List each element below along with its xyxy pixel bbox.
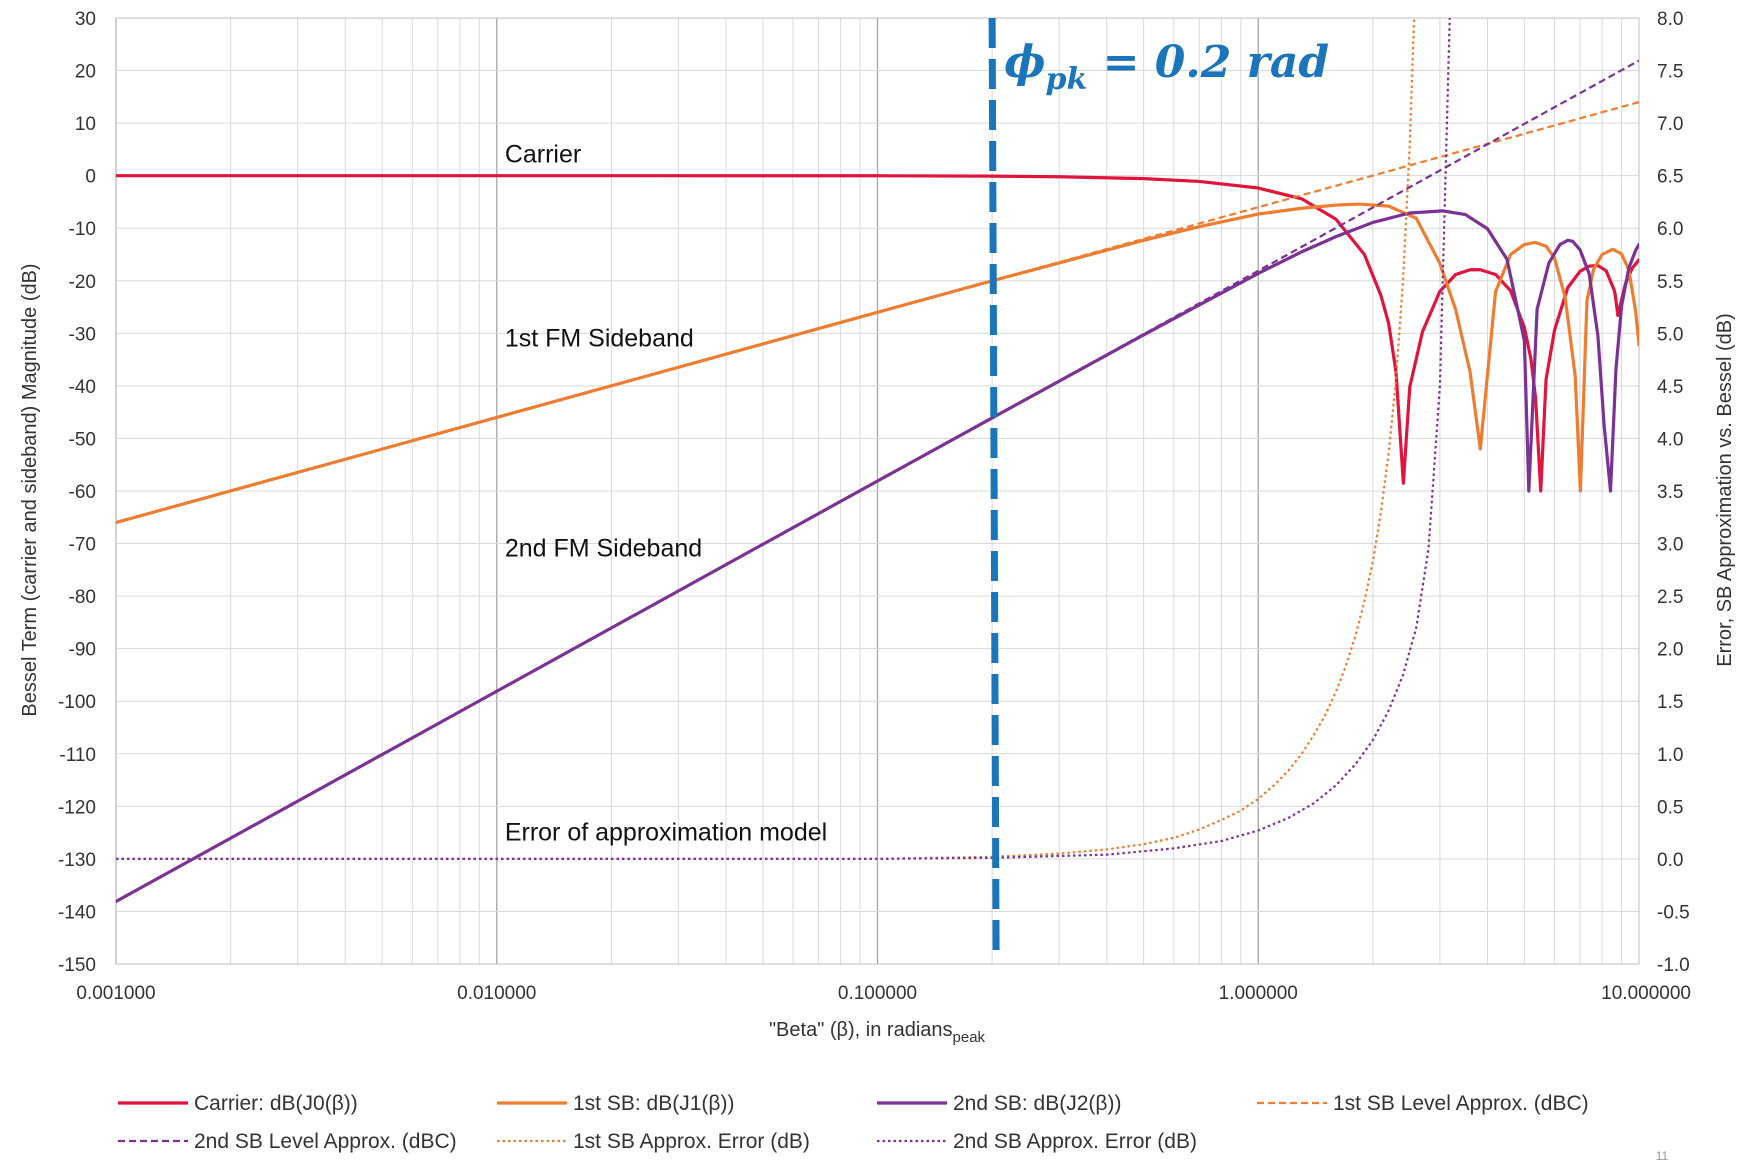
curve-annotation: Error of approximation model <box>505 818 827 846</box>
legend-item: 1st SB Level Approx. (dBC) <box>1257 1092 1589 1115</box>
curve-annotations: Carrier 1st FM Sideband 2nd FM Sideband Err… <box>505 141 827 847</box>
x-axis: 0.001000 0.010000 0.100000 1.000000 10.00000… <box>76 983 1691 1004</box>
x-tick-label: 0.001000 <box>76 983 155 1004</box>
left-y-tick-label: -20 <box>69 272 96 293</box>
series-layer <box>116 18 1639 904</box>
right-y-tick-label: 6.0 <box>1657 219 1683 240</box>
legend-item: 2nd SB Approx. Error (dB) <box>877 1130 1197 1153</box>
right-y-tick-label: 2.5 <box>1657 587 1683 608</box>
legend-item: Carrier: dB(J0(β)) <box>118 1092 358 1115</box>
curve-annotation: 2nd FM Sideband <box>505 535 702 563</box>
left-y-tick-label: -90 <box>69 640 96 661</box>
left-y-tick-label: -140 <box>58 902 96 923</box>
left-y-tick-label: 10 <box>75 114 96 135</box>
series-line-5 <box>116 59 1639 903</box>
left-y-axis-title: Bessel Term (carrier and sideband) Magni… <box>19 263 41 716</box>
curve-annotation: 1st FM Sideband <box>505 324 694 352</box>
right-y-tick-label: 0.5 <box>1657 797 1683 818</box>
x-axis-title-sub: peak <box>953 1029 986 1046</box>
plot-frame <box>115 17 1640 965</box>
left-y-tick-label: 0 <box>85 167 96 188</box>
legend-item: 1st SB: dB(J1(β)) <box>497 1092 734 1115</box>
left-y-tick-label: 20 <box>75 62 96 83</box>
left-y-tick-label: -110 <box>59 745 96 766</box>
left-y-tick-label: -100 <box>58 692 96 713</box>
legend-item: 2nd SB Level Approx. (dBC) <box>118 1130 457 1153</box>
left-y-tick-label: -30 <box>69 324 96 345</box>
right-y-tick-label: -0.5 <box>1657 902 1690 923</box>
phi-marker-subscript: pk <box>1046 62 1088 97</box>
right-y-tick-label: 7.5 <box>1657 62 1683 83</box>
left-y-tick-label: -130 <box>58 850 96 871</box>
legend-label: 2nd SB: dB(J2(β)) <box>953 1092 1121 1115</box>
left-y-tick-label: -80 <box>69 587 96 608</box>
right-y-tick-label: 6.5 <box>1657 167 1683 188</box>
x-axis-title-main: "Beta" (β), in radians <box>769 1019 953 1041</box>
x-tick-label: 0.010000 <box>457 983 536 1004</box>
left-y-tick-label: -40 <box>69 377 96 398</box>
right-y-tick-label: 4.0 <box>1657 429 1683 450</box>
legend-label: 1st SB: dB(J1(β)) <box>573 1092 734 1115</box>
legend-label: Carrier: dB(J0(β)) <box>194 1092 358 1115</box>
left-y-tick-label: -50 <box>69 429 96 450</box>
right-y-tick-label: -1.0 <box>1657 955 1690 976</box>
x-tick-label: 0.100000 <box>838 983 917 1004</box>
grid-lines <box>115 17 1639 965</box>
left-y-tick-label: -70 <box>69 535 96 556</box>
right-y-tick-label: 3.5 <box>1657 482 1683 503</box>
legend-label: 2nd SB Approx. Error (dB) <box>953 1130 1197 1153</box>
series-line-6 <box>116 18 1416 860</box>
right-y-tick-label: 1.5 <box>1657 692 1683 713</box>
left-y-axis: 30 20 10 0 -10 -20 -30 -40 -50 -60 -70 -80 -90 -100 -1… <box>58 9 96 976</box>
legend-label: 1st SB Approx. Error (dB) <box>573 1130 810 1153</box>
left-y-tick-label: -10 <box>69 219 96 240</box>
legend-label: 2nd SB Level Approx. (dBC) <box>194 1130 457 1153</box>
left-y-tick-label: -120 <box>58 797 96 818</box>
left-y-tick-label: 30 <box>75 9 96 30</box>
x-tick-label: 1.000000 <box>1219 983 1298 1004</box>
right-y-tick-label: 7.0 <box>1657 114 1683 135</box>
right-y-tick-label: 1.0 <box>1657 745 1683 766</box>
right-y-tick-label: 0.0 <box>1657 850 1683 871</box>
right-y-tick-label: 5.5 <box>1657 272 1683 293</box>
right-y-tick-label: 2.0 <box>1657 640 1683 661</box>
marker-layer: ϕpk = 0.2 rad <box>988 17 1329 958</box>
right-y-axis: 8.0 7.5 7.0 6.5 6.0 5.5 5.0 4.5 4.0 3.5 3.0 2.5 2.0 1… <box>1657 9 1690 976</box>
legend-item: 2nd SB: dB(J2(β)) <box>877 1092 1121 1115</box>
right-y-tick-label: 3.0 <box>1657 535 1683 556</box>
series-line-2 <box>116 202 1639 525</box>
legend: Carrier: dB(J0(β)) 1st SB: dB(J1(β)) 2nd S… <box>118 1092 1589 1153</box>
right-y-tick-label: 8.0 <box>1657 9 1683 30</box>
series-line-1 <box>116 174 1639 493</box>
x-tick-label: 10.000000 <box>1601 983 1691 1004</box>
phi-marker-value: = 0.2 rad <box>1087 37 1329 88</box>
legend-label: 1st SB Level Approx. (dBC) <box>1333 1092 1589 1115</box>
series-line-7 <box>116 18 1451 860</box>
phi-marker-line <box>988 17 1000 958</box>
phi-marker-label: ϕpk = 0.2 rad <box>1004 37 1329 97</box>
right-y-tick-label: 5.0 <box>1657 324 1683 345</box>
right-y-axis-title: Error, SB Approximation vs. Bessel (dB) <box>1714 313 1736 666</box>
page-number: 11 <box>1656 1149 1669 1162</box>
right-y-tick-label: 4.5 <box>1657 377 1683 398</box>
curve-annotation: Carrier <box>505 141 581 169</box>
left-y-tick-label: -150 <box>58 955 96 976</box>
left-y-tick-label: -60 <box>69 482 96 503</box>
phi-marker-symbol: ϕ <box>1004 37 1045 88</box>
x-axis-title: "Beta" (β), in radianspeak <box>769 1019 986 1046</box>
legend-item: 1st SB Approx. Error (dB) <box>497 1130 810 1153</box>
